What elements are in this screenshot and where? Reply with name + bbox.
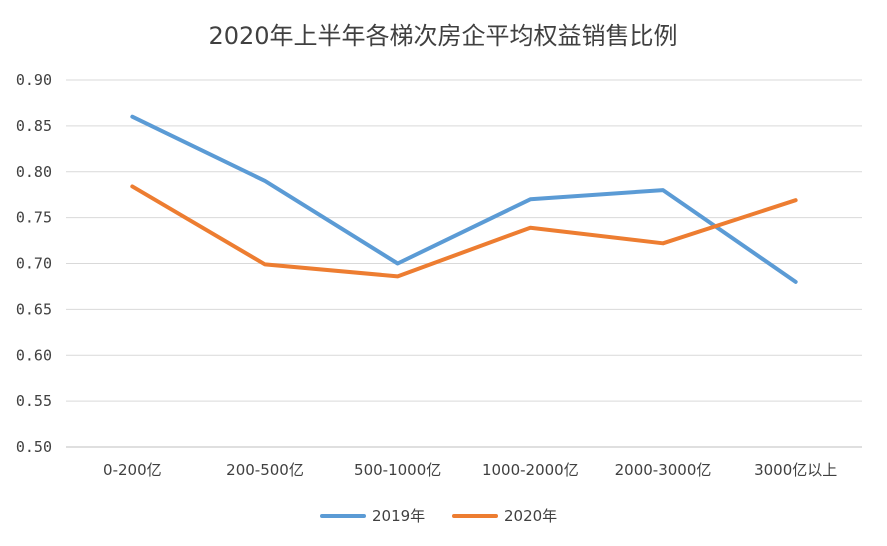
series-lines	[130, 114, 798, 284]
x-tick-label: 0-200亿	[103, 461, 162, 479]
gridlines	[66, 79, 862, 448]
y-axis-ticks: 0.50 0.55 0.60 0.65 0.70 0.75 0.80 0.85 0.90	[16, 71, 52, 456]
x-tick-label: 2000-3000亿	[615, 461, 712, 479]
data-point	[397, 263, 399, 264]
y-tick-label: 0.80	[16, 163, 52, 181]
y-tick-label: 0.90	[16, 71, 52, 89]
y-tick-label: 0.60	[16, 346, 52, 364]
data-point	[264, 263, 266, 265]
legend: 2019年 2020年	[320, 507, 557, 525]
data-point	[795, 281, 797, 283]
series-line-2	[130, 184, 798, 279]
x-tick-label: 500-1000亿	[354, 461, 441, 479]
data-point	[264, 180, 266, 182]
data-point	[529, 198, 531, 200]
data-point	[662, 242, 664, 244]
y-tick-label: 0.75	[16, 209, 52, 227]
y-tick-label: 0.55	[16, 392, 52, 410]
data-point	[131, 185, 133, 187]
x-axis-ticks: 0-200亿 200-500亿 500-1000亿 1000-2000亿 2000-30…	[103, 461, 837, 479]
y-tick-label: 0.70	[16, 255, 52, 273]
x-tick-label: 3000亿以上	[754, 461, 837, 479]
x-tick-label: 1000-2000亿	[482, 461, 579, 479]
legend-label: 2020年	[504, 507, 557, 525]
data-point	[397, 275, 399, 277]
x-tick-label: 200-500亿	[226, 461, 304, 479]
legend-label: 2019年	[372, 507, 425, 525]
y-tick-label: 0.50	[16, 438, 52, 456]
data-point	[529, 227, 531, 229]
data-point	[795, 199, 797, 201]
series-line-1	[130, 114, 798, 284]
y-tick-label: 0.85	[16, 117, 52, 135]
y-tick-label: 0.65	[16, 300, 52, 318]
chart-title: 2020年上半年各梯次房企平均权益销售比例	[208, 22, 677, 50]
data-point	[662, 189, 664, 191]
data-point	[131, 116, 133, 118]
